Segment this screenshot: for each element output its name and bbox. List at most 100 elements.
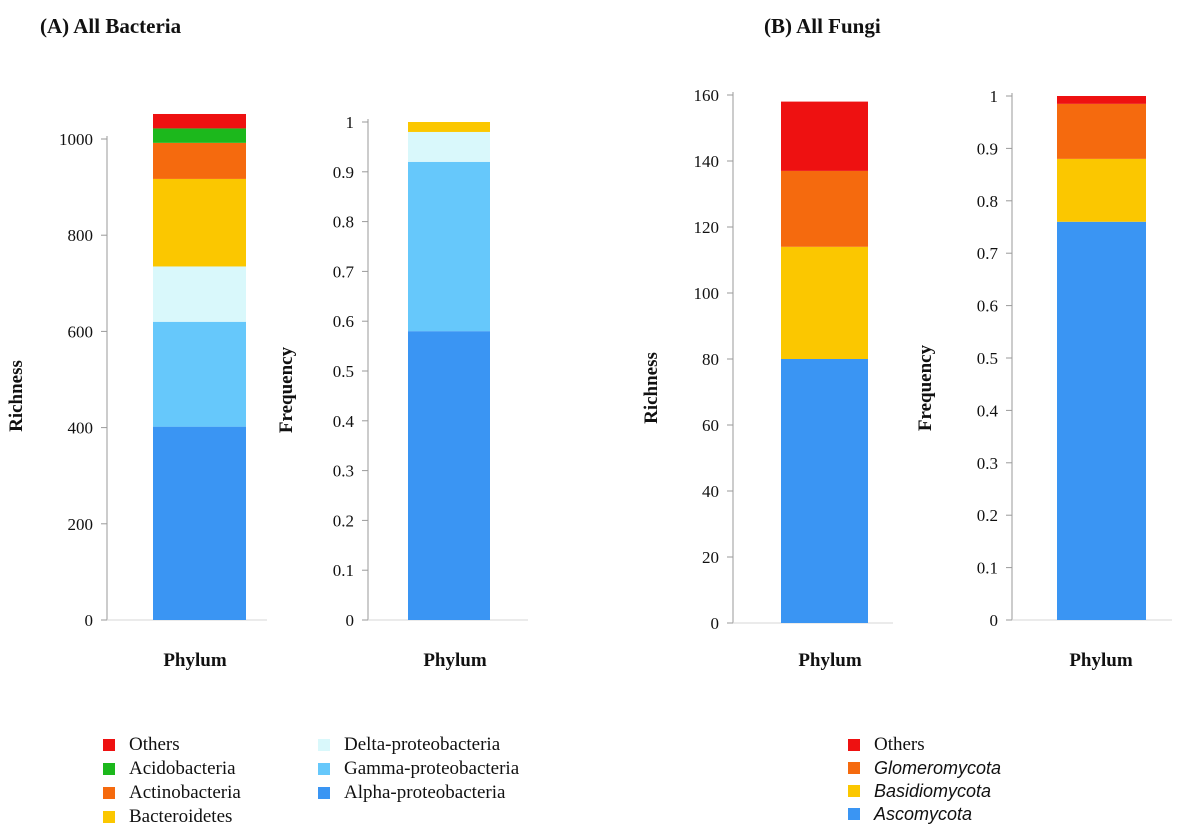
legend-item: Basidiomycota (848, 779, 1001, 802)
y-tick-label: 0.5 (977, 349, 998, 368)
y-tick-label: 0.7 (333, 262, 355, 281)
legend-label: Delta-proteobacteria (344, 734, 501, 755)
y-axis-title: Frequency (276, 346, 297, 433)
y-tick-label: 0.8 (333, 213, 354, 232)
bar-segment (153, 178, 246, 267)
y-tick-label: 0.6 (333, 312, 354, 331)
y-tick-label: 160 (694, 86, 720, 105)
bar-segment (153, 128, 246, 143)
legend-swatch-delta-proteobacteria (318, 739, 330, 751)
y-tick-label: 120 (694, 218, 720, 237)
y-axis-title: Frequency (915, 344, 936, 431)
y-tick-label: 0.3 (977, 454, 998, 473)
legend-fungi: Others Glomeromycota Basidiomycota Ascom… (848, 733, 1001, 825)
legend-bacteria-col2: Delta-proteobacteria Gamma-proteobacteri… (318, 733, 519, 805)
legend-item: Actinobacteria (103, 781, 241, 805)
y-tick-label: 0.4 (333, 412, 355, 431)
y-tick-label: 0.7 (977, 244, 999, 263)
legend-swatch-actinobacteria (103, 787, 115, 799)
legend-item: Bacteroidetes (103, 805, 241, 829)
y-tick-label: 0.4 (977, 401, 999, 420)
legend-label: Others (874, 733, 925, 755)
bar-segment (408, 122, 490, 132)
x-axis-title: Phylum (423, 650, 487, 671)
legend-swatch-others (848, 738, 860, 751)
legend-label: Gamma-proteobacteria (344, 758, 520, 779)
y-tick-label: 100 (694, 284, 720, 303)
bar-segment (153, 321, 246, 427)
panel-b-title: (B) All Fungi (764, 14, 881, 38)
legend-item: Alpha-proteobacteria (318, 781, 519, 805)
legend-item: Others (103, 733, 241, 757)
bar-segment (781, 170, 868, 247)
legend-label: Ascomycota (874, 803, 973, 824)
y-tick-label: 0.2 (333, 511, 354, 530)
y-tick-label: 140 (694, 152, 720, 171)
bar-segment (1057, 221, 1146, 620)
y-tick-label: 40 (702, 482, 719, 501)
bar-segment (408, 331, 490, 620)
bar-segment (408, 131, 490, 162)
bar-segment (153, 142, 246, 179)
legend-swatch-acidobacteria (103, 763, 115, 775)
y-axis-title: Richness (6, 360, 27, 432)
legend-item: Others (848, 733, 1001, 756)
charts-canvas: 02004006008001000RichnessPhylum00.10.20.… (6, 86, 1172, 671)
y-tick-label: 0.6 (977, 297, 998, 316)
y-tick-label: 0.5 (333, 362, 354, 381)
legend-label: Actinobacteria (129, 782, 241, 803)
y-tick-label: 0 (990, 611, 999, 630)
x-axis-title: Phylum (163, 650, 227, 671)
y-tick-label: 1 (990, 87, 999, 106)
legend-swatch-bacteroidetes (103, 811, 115, 823)
legend-swatch-others (103, 739, 115, 751)
bar-segment (153, 113, 246, 129)
y-tick-label: 0.2 (977, 506, 998, 525)
y-tick-label: 0 (85, 611, 94, 630)
legend-item: Ascomycota (848, 802, 1001, 825)
y-tick-label: 1 (346, 113, 355, 132)
y-tick-label: 400 (68, 419, 94, 438)
y-tick-label: 0 (346, 611, 355, 630)
bar-segment (1057, 96, 1146, 104)
bar-segment (408, 161, 490, 332)
legend-item: Gamma-proteobacteria (318, 757, 519, 781)
bar-segment (1057, 158, 1146, 222)
bar-segment (153, 426, 246, 620)
legend-item: Acidobacteria (103, 757, 241, 781)
legend-item: Glomeromycota (848, 756, 1001, 779)
x-axis-title: Phylum (798, 650, 862, 671)
legend-swatch-gamma-proteobacteria (318, 763, 330, 775)
legend-swatch-ascomycota (848, 807, 860, 820)
legend-label: Bacteroidetes (129, 806, 233, 827)
y-tick-label: 20 (702, 548, 719, 567)
y-tick-label: 1000 (59, 130, 93, 149)
y-tick-label: 0.1 (333, 561, 354, 580)
legend-item: Delta-proteobacteria (318, 733, 519, 757)
legend-swatch-glomeromycota (848, 761, 860, 774)
legend-label: Others (129, 734, 180, 755)
legend-label: Basidiomycota (874, 780, 992, 801)
bar-segment (781, 246, 868, 359)
bar-segment (781, 359, 868, 623)
legend-label: Glomeromycota (874, 757, 1002, 778)
y-tick-label: 60 (702, 416, 719, 435)
legend-swatch-alpha-proteobacteria (318, 787, 330, 799)
y-tick-label: 600 (68, 322, 94, 341)
y-tick-label: 200 (68, 515, 94, 534)
x-axis-title: Phylum (1069, 650, 1133, 671)
bar-segment (153, 266, 246, 322)
y-tick-label: 0.9 (977, 139, 998, 158)
y-tick-label: 0.9 (333, 163, 354, 182)
y-axis-title: Richness (641, 352, 662, 424)
y-tick-label: 80 (702, 350, 719, 369)
y-tick-label: 0.1 (977, 559, 998, 578)
bar-segment (1057, 103, 1146, 159)
legend-label: Acidobacteria (129, 758, 236, 779)
panel-a-title: (A) All Bacteria (40, 14, 182, 38)
legend-swatch-basidiomycota (848, 784, 860, 797)
y-tick-label: 800 (68, 226, 94, 245)
y-tick-label: 0 (711, 614, 720, 633)
y-tick-label: 0.3 (333, 462, 354, 481)
bar-segment (781, 101, 868, 171)
